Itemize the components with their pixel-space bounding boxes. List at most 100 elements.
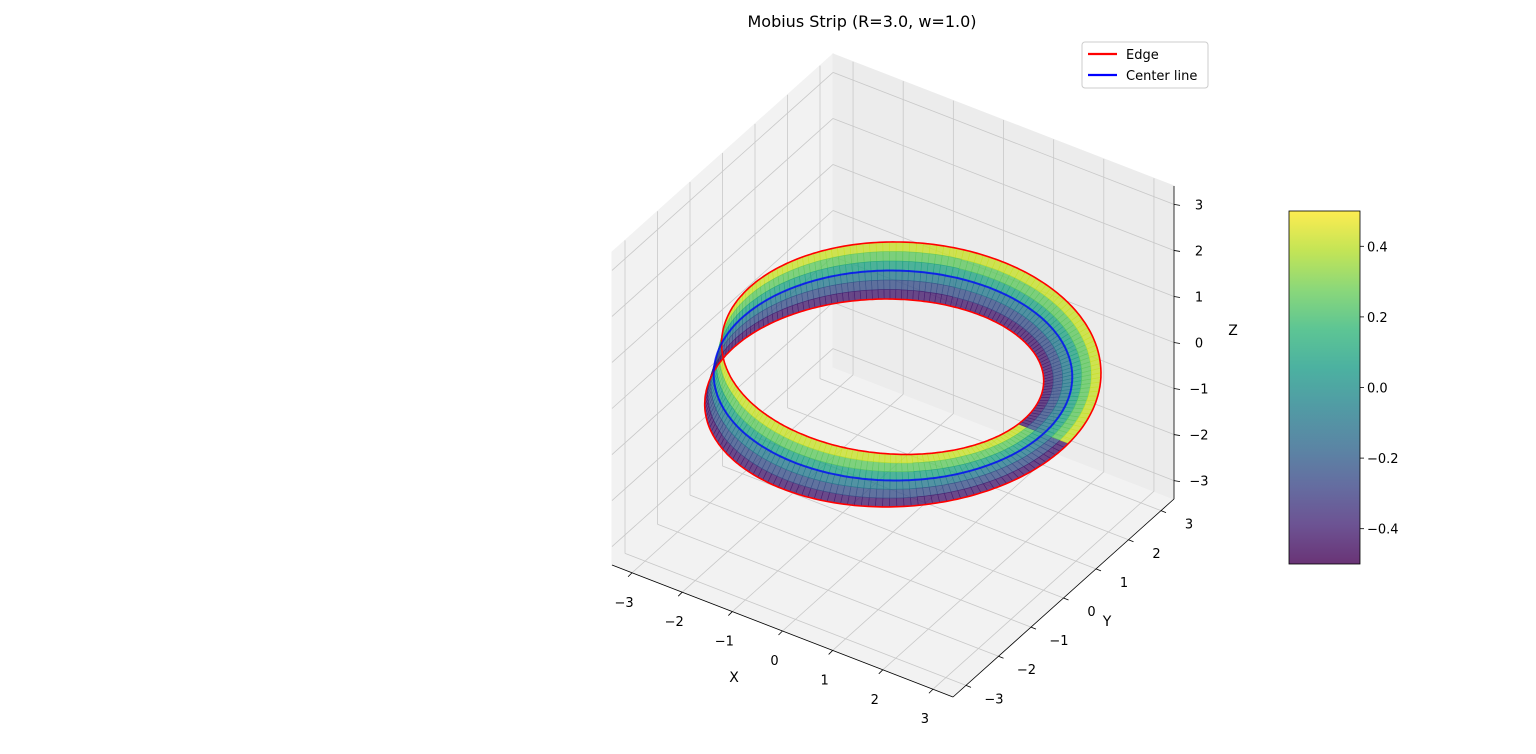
edge-curve xyxy=(703,241,1102,508)
surface-facet xyxy=(868,488,878,499)
surface-facet xyxy=(882,260,891,271)
surface-facet xyxy=(913,280,921,292)
surface-facet xyxy=(877,461,886,472)
surface-facet xyxy=(844,254,853,265)
surface-facet xyxy=(876,251,884,262)
x-tick-mark xyxy=(728,611,733,616)
surface-facet xyxy=(882,251,890,262)
surface-facet xyxy=(901,270,909,281)
surface-facet xyxy=(889,279,897,290)
x-axis-label: X xyxy=(729,670,739,686)
x-tick-label: −3 xyxy=(614,596,633,611)
colorbar-tick-label: −0.2 xyxy=(1367,452,1399,467)
z-tick-mark xyxy=(1173,250,1181,252)
z-tick-label: −3 xyxy=(1189,475,1208,490)
colorbar-fill xyxy=(1289,211,1360,564)
surface-facet xyxy=(876,270,885,281)
surface-facet xyxy=(871,289,879,300)
surface-facet xyxy=(882,497,891,508)
x-tick-mark xyxy=(928,688,934,694)
z-tick-mark xyxy=(1173,342,1181,344)
surface-facet xyxy=(895,471,903,481)
surface-facet xyxy=(908,251,917,263)
z-tick-label: −1 xyxy=(1189,383,1208,398)
z-tick-mark xyxy=(1173,434,1181,436)
surface-facet xyxy=(895,289,903,300)
surface-facet xyxy=(902,241,911,253)
surface-facet xyxy=(902,251,910,262)
gridline xyxy=(832,118,1175,251)
surface-facet xyxy=(895,260,903,272)
surface-facet xyxy=(883,270,891,281)
z-tick-label: 2 xyxy=(1195,244,1203,259)
y-tick-label: −3 xyxy=(984,692,1003,707)
surface-facet xyxy=(871,279,879,291)
legend-edge-label: Edge xyxy=(1126,48,1159,63)
legend-center-label: Center line xyxy=(1126,69,1197,84)
surface-facet xyxy=(865,280,873,291)
surface-facet xyxy=(883,462,891,472)
surface-facet xyxy=(856,243,864,254)
surface-facet xyxy=(867,497,877,508)
surface-facet xyxy=(870,470,879,481)
colorbar-tick-label: 0.0 xyxy=(1367,382,1388,397)
x-tick-mark xyxy=(778,630,783,636)
surface-facet xyxy=(853,290,862,302)
surface-facet xyxy=(871,461,880,472)
surface-facet xyxy=(915,242,924,254)
surface-facet xyxy=(895,480,904,490)
y-tick-mark xyxy=(1128,539,1134,543)
y-tick-mark xyxy=(1030,626,1037,630)
y-tick-label: 2 xyxy=(1152,547,1160,562)
y-tick-mark xyxy=(998,655,1004,659)
surface-facet xyxy=(889,453,897,464)
y-tick-label: 3 xyxy=(1185,518,1193,533)
gridline xyxy=(832,302,1175,435)
surface-facet xyxy=(901,260,910,272)
surface-facet xyxy=(889,260,897,271)
surface-facet xyxy=(902,488,911,499)
surface-facet xyxy=(889,480,897,490)
surface-facet xyxy=(869,242,877,253)
surface-facet xyxy=(1046,399,1059,404)
gridline xyxy=(611,72,834,271)
z-tick-label: 1 xyxy=(1195,290,1203,305)
gridline xyxy=(624,552,967,686)
y-tick-mark xyxy=(1063,597,1069,601)
surface-facet xyxy=(847,291,856,302)
surface-facet xyxy=(889,270,897,281)
surface-facet xyxy=(865,289,873,301)
surface-facet xyxy=(863,251,871,263)
surface-facet xyxy=(901,471,910,481)
surface-facet xyxy=(914,251,923,263)
curves xyxy=(703,241,1102,508)
surface-facet xyxy=(895,462,903,473)
surface-facet xyxy=(883,279,891,290)
axis-ticks: −3 −2 −1 0 1 2 3 −3 −2 −1 0 1 2 3 −3 −2 −1 0 1 2 3 xyxy=(614,198,1208,727)
y-tick-label: −1 xyxy=(1049,634,1068,649)
z-tick-mark xyxy=(1173,296,1181,298)
z-tick-label: 3 xyxy=(1195,198,1203,213)
surface-facet xyxy=(876,479,885,490)
surface-facet xyxy=(877,279,885,291)
surface-facet xyxy=(884,453,891,464)
surface-facet xyxy=(860,496,870,507)
x-tick-mark xyxy=(828,650,833,655)
surface-facet xyxy=(901,289,908,301)
colorbar-tick-label: 0.4 xyxy=(1367,240,1388,255)
gridline xyxy=(657,523,999,657)
surface-facet xyxy=(889,289,897,300)
y-axis-label: Y xyxy=(1102,614,1112,630)
gridline xyxy=(832,348,1175,481)
surface-facet xyxy=(896,488,904,499)
surface-facet xyxy=(889,251,897,262)
surface-facet xyxy=(907,270,916,282)
z-tick-label: −2 xyxy=(1189,429,1208,444)
surface-facet xyxy=(877,470,885,481)
surface-facet xyxy=(906,289,914,301)
x-tick-label: 0 xyxy=(770,654,778,669)
gridline xyxy=(832,164,1175,297)
x-tick-mark xyxy=(878,669,884,675)
colorbar-tick-label: −0.4 xyxy=(1367,523,1399,538)
surface-facet xyxy=(889,497,898,508)
